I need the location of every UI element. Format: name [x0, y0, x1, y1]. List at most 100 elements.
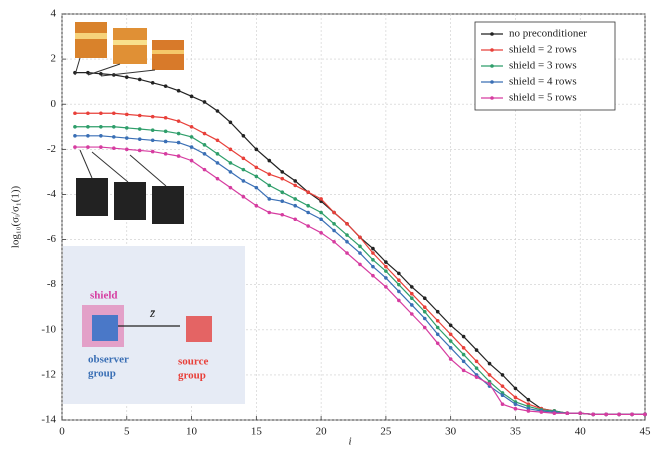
data-point	[242, 157, 246, 161]
data-point	[164, 140, 168, 144]
data-point	[514, 407, 518, 411]
data-point	[462, 360, 466, 364]
data-point	[488, 373, 492, 377]
legend-marker	[490, 80, 494, 84]
data-point	[125, 136, 129, 140]
data-point	[371, 247, 375, 251]
data-point	[332, 222, 336, 226]
data-point	[423, 310, 427, 314]
data-point	[73, 145, 77, 149]
data-point	[86, 111, 90, 115]
data-point	[73, 125, 77, 129]
data-point	[449, 323, 453, 327]
data-point	[164, 84, 168, 88]
inset-label: source	[178, 356, 208, 368]
data-point	[358, 263, 362, 267]
data-point	[151, 128, 155, 132]
data-point	[514, 396, 518, 400]
data-point	[501, 402, 505, 406]
data-point	[203, 100, 207, 104]
y-tick-label: 0	[51, 98, 57, 110]
inset: shield z̄ observer group source group	[63, 246, 245, 404]
data-point	[293, 197, 297, 201]
legend-label: shield = 5 rows	[509, 92, 577, 104]
data-point	[99, 125, 103, 129]
data-point	[242, 179, 246, 183]
data-point	[617, 413, 621, 417]
data-point	[267, 184, 271, 188]
data-point	[203, 143, 207, 147]
data-point	[462, 335, 466, 339]
data-point	[216, 152, 220, 156]
data-point	[423, 317, 427, 321]
data-point	[397, 272, 401, 276]
data-point	[306, 190, 310, 194]
data-point	[280, 177, 284, 181]
data-point	[345, 233, 349, 237]
data-point	[306, 224, 310, 228]
data-point	[177, 89, 181, 93]
data-point	[125, 148, 129, 152]
data-point	[242, 134, 246, 138]
data-point	[410, 292, 414, 296]
data-point	[164, 116, 168, 120]
data-point	[203, 152, 207, 156]
y-tick-label: 4	[51, 8, 57, 20]
data-point	[436, 319, 440, 323]
data-point	[86, 134, 90, 138]
data-point	[216, 161, 220, 165]
data-point	[151, 139, 155, 143]
data-point	[488, 362, 492, 366]
data-point	[449, 339, 453, 343]
data-point	[177, 132, 181, 136]
data-point	[397, 299, 401, 303]
data-point	[501, 373, 505, 377]
data-point	[255, 204, 259, 208]
data-point	[371, 274, 375, 278]
data-point	[475, 375, 479, 379]
x-tick-label: 10	[186, 426, 198, 438]
y-tick-label: -12	[41, 368, 56, 380]
data-point	[190, 145, 194, 149]
x-tick-label: 25	[380, 426, 392, 438]
data-point	[397, 278, 401, 282]
data-point	[514, 387, 518, 391]
data-point	[358, 236, 362, 240]
data-point	[591, 413, 595, 417]
data-point	[280, 213, 284, 217]
legend-marker	[490, 32, 494, 36]
data-point	[475, 348, 479, 352]
inset-label: observer	[88, 354, 129, 366]
data-point	[410, 303, 414, 307]
data-point	[86, 125, 90, 129]
data-point	[229, 161, 233, 165]
data-point	[319, 197, 323, 201]
data-point	[423, 305, 427, 309]
data-point	[125, 113, 129, 117]
data-point	[138, 78, 142, 82]
data-point	[345, 251, 349, 255]
data-point	[565, 411, 569, 415]
data-point	[151, 115, 155, 119]
data-point	[229, 120, 233, 124]
data-point	[410, 296, 414, 300]
x-tick-label: 45	[640, 426, 652, 438]
data-point	[332, 211, 336, 215]
data-point	[345, 222, 349, 226]
data-point	[190, 125, 194, 129]
data-point	[358, 245, 362, 249]
data-point	[397, 283, 401, 287]
data-point	[177, 119, 181, 123]
legend-label: shield = 3 rows	[509, 60, 577, 72]
data-point	[306, 204, 310, 208]
data-point	[216, 109, 220, 113]
data-point	[203, 168, 207, 172]
data-point	[527, 398, 531, 402]
y-tick-label: -6	[47, 233, 57, 245]
data-point	[267, 211, 271, 215]
legend-label: shield = 4 rows	[509, 76, 577, 88]
data-point	[190, 159, 194, 163]
data-point	[397, 290, 401, 294]
legend-marker	[490, 64, 494, 68]
data-point	[267, 197, 271, 201]
